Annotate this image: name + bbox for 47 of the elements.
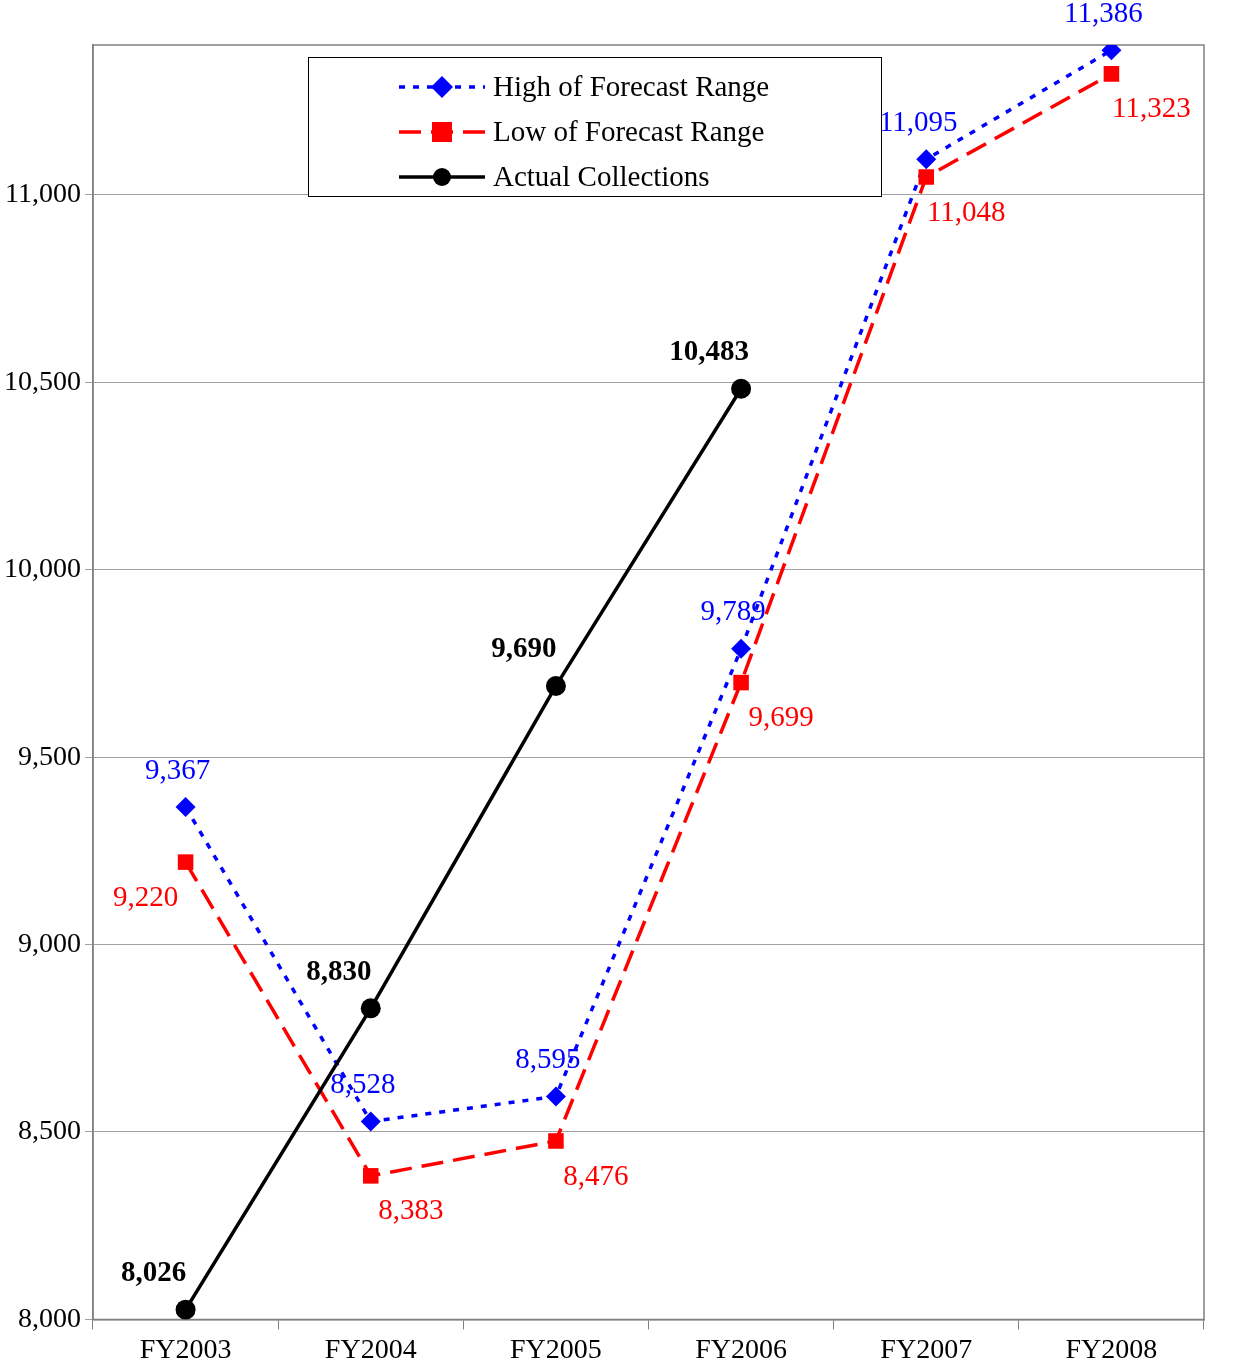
x-tick-label: FY2008 — [1065, 1332, 1158, 1364]
point — [918, 169, 935, 185]
legend-label: Low of Forecast Range — [493, 115, 765, 148]
point — [731, 638, 752, 659]
point — [360, 1111, 381, 1132]
data-label: 11,048 — [926, 194, 1006, 227]
data-label: 9,690 — [491, 631, 557, 664]
point — [175, 1299, 196, 1320]
point — [733, 674, 749, 691]
data-label: 9,367 — [144, 752, 211, 785]
y-tick-label: 11,000 — [5, 177, 81, 209]
legend-label: Actual Collections — [493, 160, 710, 193]
legend-label: High of Forecast Range — [493, 70, 770, 103]
x-tick-label: FY2004 — [324, 1332, 417, 1364]
x-tick-label: FY2006 — [695, 1332, 787, 1364]
point — [548, 1133, 564, 1149]
point — [545, 675, 566, 696]
x-tick-label: FY2005 — [510, 1332, 602, 1364]
x-tick-label: FY2007 — [880, 1332, 973, 1364]
data-label: 8,830 — [306, 953, 372, 986]
data-label: 11,095 — [878, 104, 958, 137]
y-tick-label: 9,000 — [18, 926, 81, 958]
point — [360, 998, 381, 1019]
data-label: 11,323 — [1112, 91, 1191, 124]
data-label: 8,026 — [120, 1255, 187, 1288]
data-label: 8,595 — [515, 1041, 581, 1074]
point — [916, 149, 937, 170]
data-label: 8,476 — [563, 1158, 629, 1191]
point — [731, 378, 752, 399]
point — [177, 854, 194, 870]
y-tick-label: 9,500 — [18, 739, 81, 771]
data-label: 8,528 — [330, 1067, 396, 1100]
y-tick-label: 10,500 — [4, 364, 81, 396]
data-label: 11,386 — [1064, 0, 1143, 28]
point — [362, 1168, 379, 1184]
data-label: 9,220 — [112, 879, 179, 912]
y-tick-label: 8,000 — [18, 1301, 81, 1333]
point — [175, 797, 196, 818]
x-tick-label: FY2003 — [139, 1332, 232, 1364]
data-label: 9,699 — [748, 700, 814, 733]
data-label: 8,383 — [378, 1193, 444, 1226]
y-tick-label: 10,000 — [4, 552, 81, 584]
point — [545, 1086, 566, 1107]
point — [1103, 66, 1120, 82]
data-label: 9,789 — [700, 594, 766, 627]
y-tick-label: 8,500 — [18, 1114, 81, 1146]
data-label: 10,483 — [669, 334, 749, 367]
